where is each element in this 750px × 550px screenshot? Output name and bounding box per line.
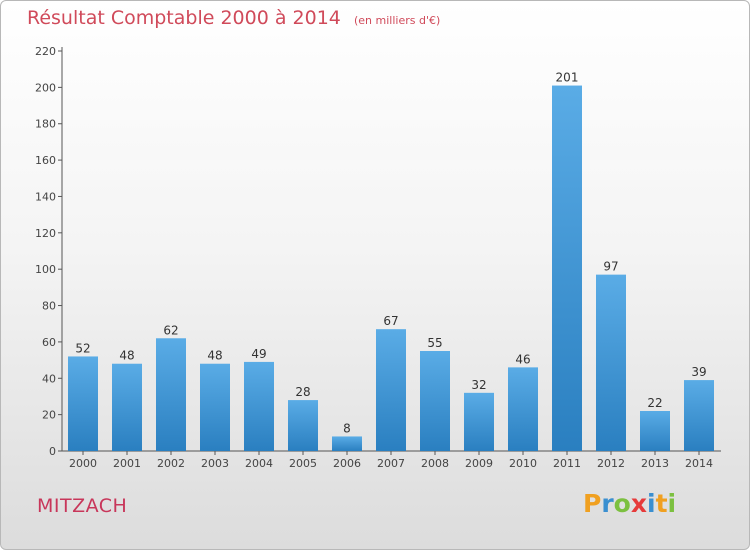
bar-2013 bbox=[640, 411, 670, 451]
title-row: Résultat Comptable 2000 à 2014 (en milli… bbox=[27, 7, 440, 29]
y-tick-label: 20 bbox=[42, 409, 56, 422]
x-tick-label: 2012 bbox=[597, 457, 625, 470]
x-tick-label: 2005 bbox=[289, 457, 317, 470]
brand-letter: i bbox=[667, 489, 677, 518]
data-label: 28 bbox=[295, 385, 310, 399]
data-label: 39 bbox=[691, 365, 706, 379]
data-label: 48 bbox=[119, 349, 134, 363]
brand-logo: Proxiti bbox=[583, 489, 676, 518]
y-tick-label: 60 bbox=[42, 336, 56, 349]
bar-2001 bbox=[112, 363, 142, 451]
x-tick-label: 2009 bbox=[465, 457, 493, 470]
x-tick-label: 2008 bbox=[421, 457, 449, 470]
x-tick-label: 2000 bbox=[69, 457, 97, 470]
y-tick-label: 140 bbox=[35, 190, 56, 203]
y-tick-label: 180 bbox=[35, 118, 56, 131]
x-tick-label: 2013 bbox=[641, 457, 669, 470]
brand-letter: x bbox=[630, 489, 647, 518]
data-label: 67 bbox=[383, 314, 398, 328]
x-tick-label: 2001 bbox=[113, 457, 141, 470]
chart-subtitle: (en milliers d'€) bbox=[353, 14, 441, 27]
x-tick-label: 2002 bbox=[157, 457, 185, 470]
data-label: 32 bbox=[471, 378, 486, 392]
brand-letter: r bbox=[601, 489, 614, 518]
x-tick-label: 2006 bbox=[333, 457, 361, 470]
bars bbox=[68, 85, 714, 451]
data-labels: 52 48 62 48 49 28 8 67 55 32 46 201 97 22 39 bbox=[75, 71, 706, 436]
x-tick-label: 2004 bbox=[245, 457, 273, 470]
data-label: 8 bbox=[343, 421, 351, 435]
bar-2014 bbox=[684, 380, 714, 451]
brand-letter: P bbox=[583, 489, 602, 518]
data-label: 49 bbox=[251, 347, 266, 361]
brand-letter: t bbox=[655, 489, 668, 518]
bar-2002 bbox=[156, 338, 186, 451]
x-tick-label: 2003 bbox=[201, 457, 229, 470]
y-axis: 0 20 40 60 80 100 120 140 160 180 200 220 bbox=[35, 45, 63, 458]
bar-2008 bbox=[420, 351, 450, 451]
y-tick-label: 80 bbox=[42, 300, 56, 313]
city-name: MITZACH bbox=[37, 495, 128, 517]
y-tick-label: 200 bbox=[35, 81, 56, 94]
y-tick-label: 120 bbox=[35, 227, 56, 240]
bar-2010 bbox=[508, 367, 538, 451]
x-tick-label: 2011 bbox=[553, 457, 581, 470]
data-label: 48 bbox=[207, 349, 222, 363]
bar-2000 bbox=[68, 356, 98, 451]
x-tick-label: 2007 bbox=[377, 457, 405, 470]
bar-2009 bbox=[464, 392, 494, 451]
y-tick-label: 100 bbox=[35, 263, 56, 276]
y-tick-label: 160 bbox=[35, 154, 56, 167]
x-tick-label: 2014 bbox=[685, 457, 713, 470]
y-tick-label: 220 bbox=[35, 45, 56, 58]
x-tick-label: 2010 bbox=[509, 457, 537, 470]
data-label: 22 bbox=[647, 396, 662, 410]
bar-2003 bbox=[200, 363, 230, 451]
data-label: 55 bbox=[427, 336, 442, 350]
x-axis: 2000 2001 2002 2003 2004 2005 2006 2007 2008 2009… bbox=[62, 450, 721, 470]
data-label: 62 bbox=[163, 323, 178, 337]
bar-2011 bbox=[552, 85, 582, 451]
data-label: 52 bbox=[75, 341, 90, 355]
brand-letter: o bbox=[613, 489, 631, 518]
bar-2007 bbox=[376, 329, 406, 451]
bar-2005 bbox=[288, 400, 318, 451]
chart-title: Résultat Comptable 2000 à 2014 bbox=[27, 7, 341, 29]
y-tick-label: 0 bbox=[49, 445, 56, 458]
bar-2004 bbox=[244, 361, 274, 451]
bar-2006 bbox=[332, 436, 362, 451]
data-label: 201 bbox=[556, 71, 579, 85]
data-label: 46 bbox=[515, 352, 530, 366]
data-label: 97 bbox=[603, 260, 618, 274]
brand-letter: i bbox=[647, 489, 656, 518]
y-tick-label: 40 bbox=[42, 372, 56, 385]
bar-2012 bbox=[596, 274, 626, 451]
